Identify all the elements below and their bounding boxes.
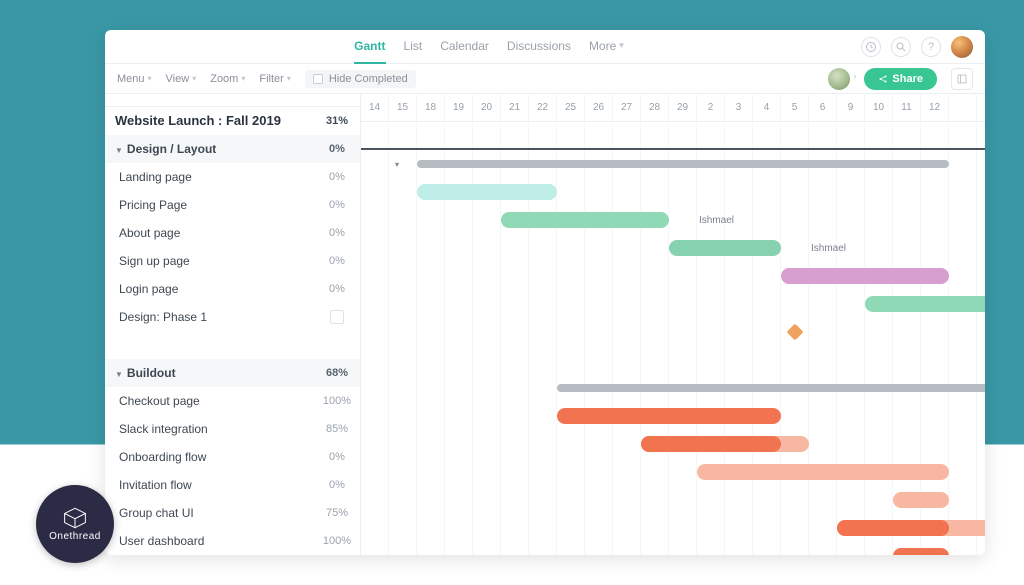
onethread-logo: Onethread [36,485,114,563]
menu-dropdown[interactable]: Menu▾ [117,73,152,85]
gantt-bar[interactable] [837,520,949,536]
share-button[interactable]: Share [864,68,937,90]
gantt-bar[interactable] [697,464,949,480]
export-icon[interactable] [951,68,973,90]
tab-list[interactable]: List [404,30,423,64]
task-row[interactable]: Sign up page0% [105,247,360,275]
tab-more[interactable]: More▾ [589,30,624,64]
search-icon[interactable] [891,37,911,57]
help-icon[interactable]: ? [921,37,941,57]
bar-label: Ishmael [699,212,734,228]
history-icon[interactable] [861,37,881,57]
milestone-diamond[interactable] [787,324,804,341]
bar-label: Ishmael [811,240,846,256]
group-row-1[interactable]: ▼Buildout68% [105,359,360,387]
main-tabs-bar: Gantt List Calendar Discussions More▾ ? [105,30,985,64]
gantt-body: Website Launch : Fall 201931%▼Design / L… [105,94,985,555]
summary-bar[interactable] [417,160,949,168]
gantt-bar[interactable] [893,492,949,508]
tabs-right-actions: ? [861,36,973,58]
task-row[interactable]: Onboarding flow0% [105,443,360,471]
task-row[interactable]: About page0% [105,219,360,247]
task-row[interactable]: Checkout page100% [105,387,360,415]
toolbar: Menu▾ View▾ Zoom▾ Filter▾ Hide Completed… [105,64,985,94]
gantt-bar[interactable] [781,268,949,284]
task-row[interactable]: Invitation flow0% [105,471,360,499]
gantt-bar[interactable] [501,212,669,228]
summary-bar[interactable] [557,384,985,392]
logo-text: Onethread [49,531,101,542]
task-row[interactable]: Login page0% [105,275,360,303]
task-row[interactable]: Pricing Page0% [105,191,360,219]
cube-icon [62,507,88,529]
task-row[interactable]: User dashboard100% [105,527,360,555]
tab-gantt[interactable]: Gantt [354,30,385,64]
task-list-pane: Website Launch : Fall 201931%▼Design / L… [105,94,361,555]
view-dropdown[interactable]: View▾ [166,73,197,85]
gantt-bar[interactable] [641,436,781,452]
app-window: Gantt List Calendar Discussions More▾ ? Menu… [105,30,985,555]
hide-completed-toggle[interactable]: Hide Completed [305,70,416,88]
timeline-pane[interactable]: 141518192021222526272829234569101112 ▾Is… [361,94,985,555]
tab-calendar[interactable]: Calendar [440,30,489,64]
checkbox-icon [313,74,323,84]
user-avatar[interactable] [951,36,973,58]
assignee-avatar[interactable] [828,68,850,90]
page-background: Gantt List Calendar Discussions More▾ ? Menu… [0,0,1024,585]
task-row[interactable]: Landing page0% [105,163,360,191]
gantt-bar[interactable] [865,296,985,312]
task-row[interactable]: Design: Phase 1 [105,303,360,331]
project-title-row[interactable]: Website Launch : Fall 201931% [105,107,360,135]
gantt-bar[interactable] [669,240,781,256]
spacer-row[interactable] [105,331,360,359]
tab-discussions[interactable]: Discussions [507,30,571,64]
filter-dropdown[interactable]: Filter▾ [259,73,290,85]
gantt-bar[interactable] [893,548,949,555]
gantt-bar[interactable] [557,408,781,424]
task-row[interactable]: Group chat UI75% [105,499,360,527]
group-row-0[interactable]: ▼Design / Layout0% [105,135,360,163]
task-row[interactable]: Slack integration85% [105,415,360,443]
zoom-dropdown[interactable]: Zoom▾ [210,73,245,85]
gantt-bar[interactable] [417,184,557,200]
